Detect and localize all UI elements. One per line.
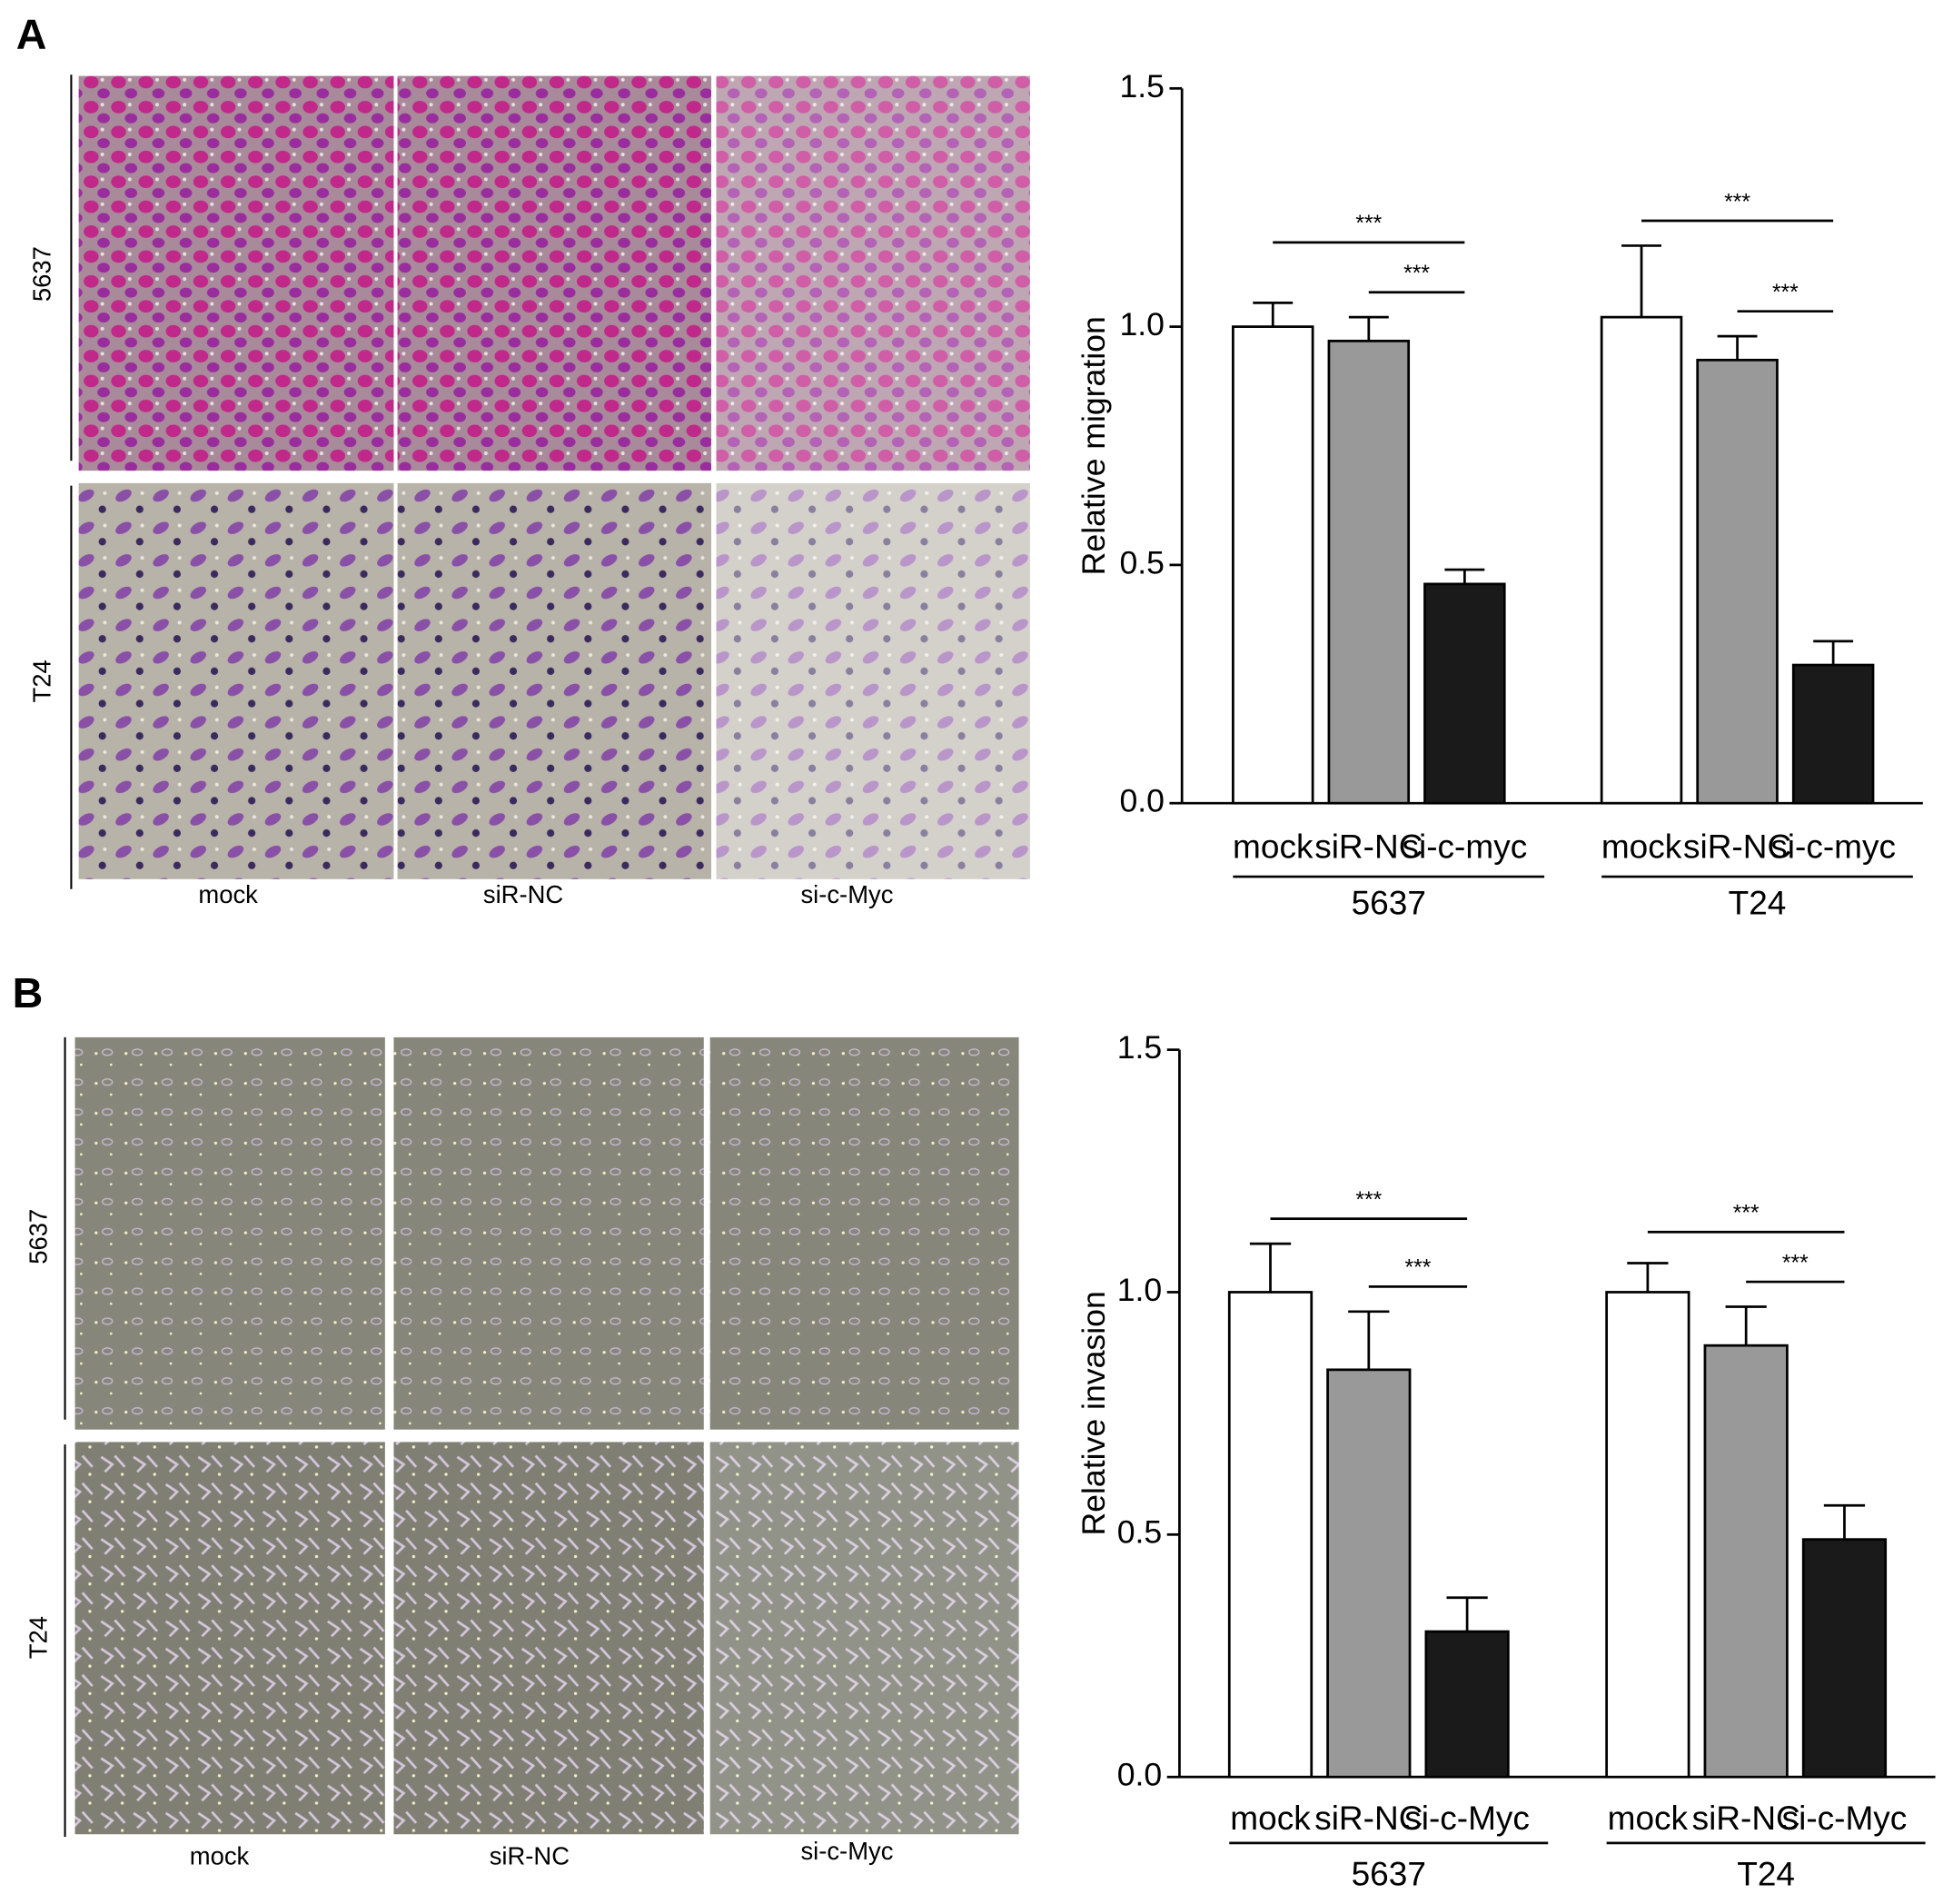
row-label: T24 <box>27 659 55 702</box>
column-label: mock <box>198 880 258 908</box>
y-tick-label: 0.0 <box>1117 1757 1163 1793</box>
bar <box>1696 358 1779 805</box>
micrograph <box>397 75 712 471</box>
column-label: mock <box>190 1842 250 1870</box>
bar <box>1327 339 1411 805</box>
y-tick-label: 0.5 <box>1119 544 1165 580</box>
x-tick-label: si-c-Myc <box>1782 1799 1908 1837</box>
micrograph <box>74 1442 385 1835</box>
significance-label: *** <box>1782 1251 1809 1275</box>
micrograph <box>709 1036 1019 1430</box>
x-tick-label: mock <box>1601 828 1682 866</box>
bar <box>1232 325 1314 805</box>
y-axis-label: Relative invasion <box>1076 1291 1112 1535</box>
panel-letter: B <box>13 969 44 1016</box>
micrograph <box>397 482 712 879</box>
x-tick-label: si-c-myc <box>1403 828 1528 866</box>
y-tick-label: 1.5 <box>1119 68 1165 104</box>
bar <box>1424 1630 1510 1779</box>
micrograph <box>393 1036 704 1430</box>
bar <box>1600 315 1683 805</box>
row-label: T24 <box>24 1616 52 1659</box>
bar <box>1605 1291 1690 1779</box>
significance-label: *** <box>1403 262 1430 286</box>
x-tick-label: siR-NC <box>1314 828 1423 866</box>
bar <box>1703 1344 1789 1779</box>
x-tick-label: mock <box>1233 828 1314 866</box>
y-tick-label: 1.0 <box>1119 306 1165 342</box>
micrograph <box>716 482 1030 879</box>
micrograph <box>709 1442 1019 1835</box>
group-label: T24 <box>1729 883 1787 921</box>
row-label: 5637 <box>27 246 55 302</box>
bar <box>1326 1368 1412 1779</box>
micrograph-panel: B 5637 T24 mock siR-NC si-c-Myc <box>13 969 1019 1870</box>
micrograph <box>78 75 394 471</box>
x-tick-label: siR-NC <box>1692 1799 1800 1837</box>
group-label: T24 <box>1737 1855 1795 1893</box>
x-tick-label: si-c-myc <box>1770 828 1896 866</box>
y-tick-label: 1.5 <box>1117 1029 1163 1066</box>
significance-label: *** <box>1405 1256 1432 1281</box>
bar <box>1227 1291 1314 1779</box>
column-label: si-c-Myc <box>800 880 893 908</box>
row-label: 5637 <box>24 1209 52 1264</box>
y-tick-label: 1.0 <box>1117 1272 1163 1308</box>
x-tick-label: mock <box>1230 1799 1311 1837</box>
y-axis-label: Relative migration <box>1076 316 1112 575</box>
micrograph <box>716 75 1030 471</box>
bar <box>1791 663 1875 805</box>
micrograph-panel: A 5637 T24 mock siR-NC si-c-Myc <box>16 10 1030 908</box>
column-label: si-c-Myc <box>800 1837 893 1865</box>
significance-label: *** <box>1355 212 1382 236</box>
x-tick-label: si-c-Myc <box>1404 1799 1530 1837</box>
x-tick-label: mock <box>1608 1799 1689 1837</box>
significance-label: *** <box>1772 281 1799 305</box>
significance-label: *** <box>1355 1188 1382 1213</box>
micrograph <box>78 482 394 879</box>
y-tick-label: 0.5 <box>1117 1514 1163 1551</box>
x-tick-label: siR-NC <box>1314 1799 1423 1837</box>
group-label: 5637 <box>1352 1855 1426 1893</box>
significance-label: *** <box>1724 190 1750 214</box>
significance-label: *** <box>1733 1202 1760 1226</box>
column-label: siR-NC <box>490 1842 570 1870</box>
column-label: siR-NC <box>483 880 563 908</box>
micrograph <box>74 1036 385 1430</box>
y-tick-label: 0.0 <box>1119 783 1165 819</box>
micrograph <box>393 1442 704 1835</box>
group-label: 5637 <box>1352 883 1426 921</box>
x-tick-label: siR-NC <box>1683 828 1791 866</box>
panel-letter: A <box>16 10 47 57</box>
bar <box>1423 582 1506 805</box>
bar <box>1801 1538 1888 1779</box>
